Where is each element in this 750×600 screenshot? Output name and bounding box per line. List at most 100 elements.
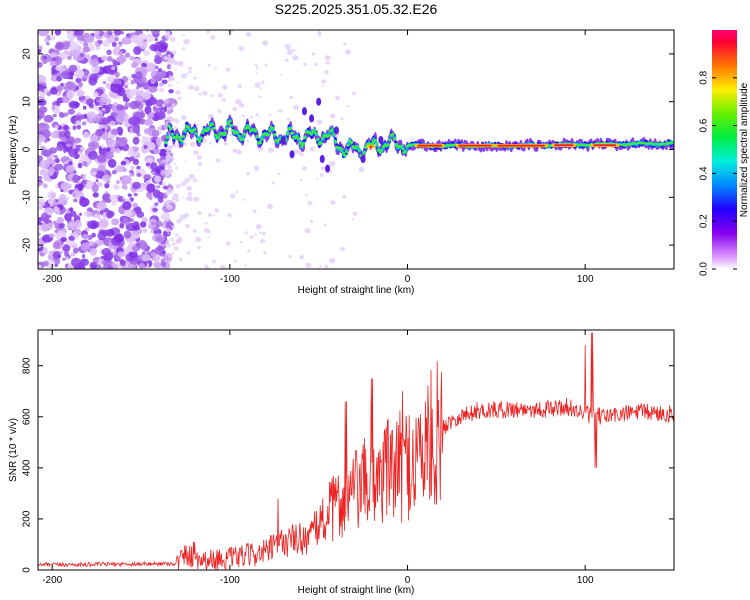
ridge-mark	[340, 148, 344, 151]
noise-blob	[97, 231, 107, 241]
snr-y-tick-label: 400	[22, 459, 33, 476]
ridge-feature	[289, 150, 295, 159]
faint-blob	[303, 62, 307, 66]
noise-blob	[124, 102, 131, 108]
ridge-mark	[327, 134, 331, 137]
faint-blob	[182, 34, 185, 37]
faint-blob	[171, 143, 177, 148]
noise-blob	[102, 80, 107, 85]
spectrogram-heat-layer	[38, 30, 674, 269]
noise-blob	[91, 171, 97, 176]
faint-blob	[173, 61, 179, 66]
noise-blob	[72, 125, 77, 130]
noise-blob	[156, 158, 161, 163]
noise-blob	[38, 30, 50, 37]
faint-blob	[207, 63, 211, 67]
colorbar: 0.0 0.2 0.4 0.6 0.8 Normalized spectral ampl…	[699, 30, 750, 276]
noise-blob	[77, 183, 84, 191]
noise-blob	[155, 137, 163, 146]
ridge-mark	[392, 137, 397, 140]
ridge-mark	[177, 136, 181, 139]
noise-blob	[132, 146, 140, 152]
faint-blob	[258, 95, 261, 99]
colorbar-tick-label: 0.0	[699, 262, 710, 276]
noise-blob	[89, 134, 98, 144]
faint-blob	[186, 134, 190, 137]
noise-blob	[151, 129, 160, 138]
noise-blob	[43, 114, 54, 123]
faint-blob	[342, 194, 347, 199]
ridge-mark	[228, 120, 232, 123]
noise-blob	[38, 232, 41, 237]
noise-blob	[77, 162, 83, 169]
ridge-mark	[364, 146, 368, 149]
noise-blob	[83, 34, 95, 43]
noise-blob	[54, 125, 59, 129]
faint-blob	[330, 200, 336, 205]
noise-blob	[156, 69, 167, 78]
noise-blob	[150, 162, 158, 171]
faint-blob	[328, 160, 336, 167]
noise-blob	[75, 85, 80, 91]
ridge-mark	[290, 131, 294, 134]
noise-blob	[50, 192, 56, 199]
faint-blob	[203, 227, 210, 234]
faint-blob	[193, 178, 198, 183]
noise-blob	[122, 217, 130, 225]
noise-blob	[80, 242, 91, 252]
ridge-mark	[391, 133, 395, 136]
noise-blob	[68, 94, 73, 98]
faint-blob	[268, 113, 272, 117]
ridge-mark	[357, 149, 361, 152]
noise-blob	[93, 243, 99, 248]
ridge-mark	[373, 139, 377, 142]
faint-blob	[340, 246, 346, 252]
faint-blob	[186, 185, 192, 191]
noise-blob	[96, 96, 100, 101]
faint-blob	[245, 31, 252, 37]
noise-blob	[168, 89, 174, 94]
noise-blob	[72, 193, 77, 198]
faint-blob	[177, 96, 182, 101]
ridge-mark	[255, 134, 259, 138]
noise-blob	[136, 211, 145, 218]
noise-blob	[141, 91, 152, 100]
noise-blob	[160, 212, 171, 221]
faint-blob	[171, 242, 176, 246]
ridge-mark	[349, 141, 353, 144]
noise-blob	[136, 165, 141, 170]
noise-blob	[65, 147, 71, 153]
faint-blob	[168, 182, 171, 185]
noise-blob	[68, 161, 73, 166]
faint-blob	[208, 142, 212, 145]
faint-blob	[309, 146, 316, 152]
noise-blob	[65, 256, 70, 260]
faint-blob	[165, 154, 172, 160]
noise-blob	[132, 136, 140, 145]
faint-blob	[165, 30, 171, 36]
faint-blob	[208, 231, 211, 234]
faint-blob	[335, 95, 340, 100]
faint-blob	[166, 145, 173, 151]
noise-blob	[50, 52, 58, 58]
ridge-mark	[212, 127, 216, 130]
faint-blob	[226, 67, 231, 72]
noise-blob	[75, 77, 82, 84]
noise-blob	[145, 162, 151, 167]
noise-blob	[130, 165, 135, 170]
ridge-mark	[253, 129, 258, 132]
noise-blob	[64, 212, 72, 222]
noise-blob	[52, 113, 57, 118]
noise-blob	[143, 174, 152, 181]
noise-blob	[161, 79, 168, 85]
snr-y-tick-label: 600	[22, 408, 33, 425]
faint-blob	[173, 246, 179, 251]
noise-blob	[106, 210, 114, 219]
faint-blob	[222, 84, 228, 90]
noise-blob	[66, 196, 70, 200]
faint-blob	[233, 259, 238, 263]
faint-blob	[169, 66, 172, 69]
faint-blob	[169, 36, 176, 42]
faint-blob	[186, 73, 189, 76]
